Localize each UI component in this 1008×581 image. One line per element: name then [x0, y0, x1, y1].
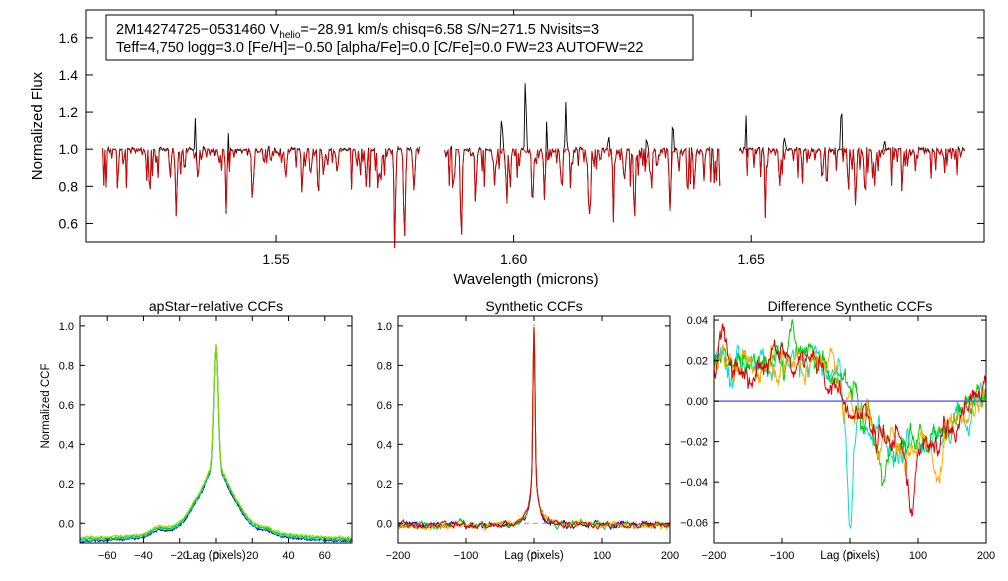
y-tick-label: 0.8: [59, 178, 79, 194]
x-tick-label: 100: [909, 550, 927, 562]
x-tick-label: 0: [531, 550, 537, 562]
apstar-ccf-title: apStar−relative CCFs: [149, 298, 283, 314]
synthetic-ccf-series-3: [398, 325, 671, 532]
x-tick-label: −100: [454, 550, 479, 562]
difference-ccf-lines: [713, 319, 987, 530]
synthetic-ccf-lines: [397, 324, 671, 532]
synthetic-ccf-title: Synthetic CCFs: [485, 298, 582, 314]
difference-ccf-title: Difference Synthetic CCFs: [768, 298, 933, 314]
spectrum-ylabel: Normalized Flux: [29, 71, 46, 180]
x-tick-label: 40: [282, 550, 294, 562]
synthetic-ccf-series-1: [397, 328, 671, 531]
spectrum-model-chip-2: [444, 147, 721, 235]
info-star-id: 2M14274725−0531460 V: [116, 22, 280, 38]
info-velocity: =−28.91 km/s chisq=6.58 S/N=271.5 Nvisit…: [300, 22, 599, 38]
x-tick-label: −200: [702, 550, 727, 562]
difference-ccf-xlabel: Lag (pixels): [820, 550, 880, 562]
difference-ccf-series-4: [713, 322, 987, 518]
x-tick-label: −60: [98, 550, 117, 562]
spectrum-frame: [85, 9, 985, 243]
x-tick-label: 100: [593, 550, 611, 562]
spectrum-panel: 1.55 1.60 1.65 0.6 0.8 1.0 1.2 1.4 1.6 Wavelengt…: [29, 9, 985, 288]
apstar-ccf-ticks: −60 −40 −20 0 20 40 60 0.0 0.2 0.4 0.6 0.8 1.0: [59, 316, 352, 562]
x-tick-label: 200: [661, 550, 679, 562]
spectrum-model-chip-3: [739, 146, 966, 219]
x-tick-label: 20: [246, 550, 258, 562]
y-tick-label: 0.2: [377, 479, 392, 491]
y-tick-label: −0.06: [680, 518, 708, 530]
x-tick-label: 200: [977, 550, 995, 562]
y-tick-label: −0.02: [680, 437, 708, 449]
y-tick-label: 1.0: [377, 321, 392, 333]
x-tick-label: −20: [170, 550, 189, 562]
x-tick-label: 0: [213, 550, 219, 562]
y-tick-label: 1.6: [59, 30, 79, 46]
y-tick-label: 0.04: [687, 315, 708, 327]
apstar-ccf-series-4: [79, 343, 353, 540]
info-line-2: Teff=4,750 logg=3.0 [Fe/H]=−0.50 [alpha/…: [116, 40, 643, 56]
y-tick-label: 0.6: [59, 400, 74, 412]
y-tick-label: 0.6: [377, 400, 392, 412]
apstar-ccf-ylabel: Normalized CCF: [40, 364, 52, 449]
y-tick-label: 0.00: [687, 396, 708, 408]
y-tick-label: 0.0: [59, 518, 74, 530]
apstar-ccf-series-2: [79, 345, 353, 543]
info-box: [105, 14, 694, 61]
difference-ccf-series-3: [713, 343, 987, 484]
y-tick-label: 0.4: [59, 439, 74, 451]
x-tick-label: 0: [847, 550, 853, 562]
spectrum-model-chip-1: [102, 147, 420, 249]
synthetic-ccf-series-2: [397, 324, 671, 531]
x-tick-label: 1.65: [738, 251, 765, 267]
y-tick-label: −0.04: [680, 477, 708, 489]
x-tick-label: 1.60: [500, 251, 527, 267]
apstar-ccf-lines: [79, 343, 353, 543]
apstar-ccf-series-1: [79, 346, 353, 543]
y-tick-label: 1.4: [59, 67, 79, 83]
synthetic-ccf-panel: Synthetic CCFs −200 −100 0 100 200 0.0 0.2 0.4 0…: [377, 298, 679, 562]
x-tick-label: −100: [770, 550, 795, 562]
synthetic-ccf-xlabel: Lag (pixels): [504, 550, 564, 562]
y-tick-label: 0.02: [687, 356, 708, 368]
y-tick-label: 0.8: [377, 360, 392, 372]
x-tick-label: 60: [319, 550, 331, 562]
y-tick-label: 0.0: [377, 518, 392, 530]
y-tick-label: 0.4: [377, 439, 392, 451]
apstar-ccf-xlabel: Lag (pixels): [186, 550, 246, 562]
info-helio-subscript: helio: [279, 30, 301, 41]
spectrum-xlabel: Wavelength (microns): [453, 271, 598, 288]
spectrum-ticks: 1.55 1.60 1.65 0.6 0.8 1.0 1.2 1.4 1.6: [59, 10, 984, 267]
difference-ccf-panel: Difference Synthetic CCFs −200 −100 0 100 20…: [680, 298, 995, 562]
info-line-1: 2M14274725−0531460 Vhelio=−28.91 km/s ch…: [116, 22, 599, 41]
spectrum-observed-chip-2: [444, 83, 721, 235]
y-tick-label: 0.6: [59, 215, 79, 231]
y-tick-label: 0.8: [59, 360, 74, 372]
x-tick-label: −200: [386, 550, 411, 562]
y-tick-label: 0.2: [59, 479, 74, 491]
synthetic-ccf-ticks: −200 −100 0 100 200 0.0 0.2 0.4 0.6 0.8 1.0: [377, 316, 679, 562]
x-tick-label: 1.55: [262, 251, 289, 267]
y-tick-label: 1.2: [59, 104, 79, 120]
y-tick-label: 1.0: [59, 141, 79, 157]
spectrum-lines: [102, 83, 966, 249]
difference-ccf-ticks: −200 −100 0 100 200 −0.06 −0.04 −0.02 0.00 0.02 0.…: [680, 315, 995, 562]
synthetic-ccf-series-4: [397, 327, 671, 531]
difference-ccf-series-2: [713, 319, 987, 487]
apstar-ccf-panel: apStar−relative CCFs −60 −40 −20 0 20 40 60 0.0…: [40, 298, 353, 562]
y-tick-label: 1.0: [59, 321, 74, 333]
x-tick-label: −40: [134, 550, 153, 562]
apstar-ccf-series-3: [79, 345, 353, 541]
